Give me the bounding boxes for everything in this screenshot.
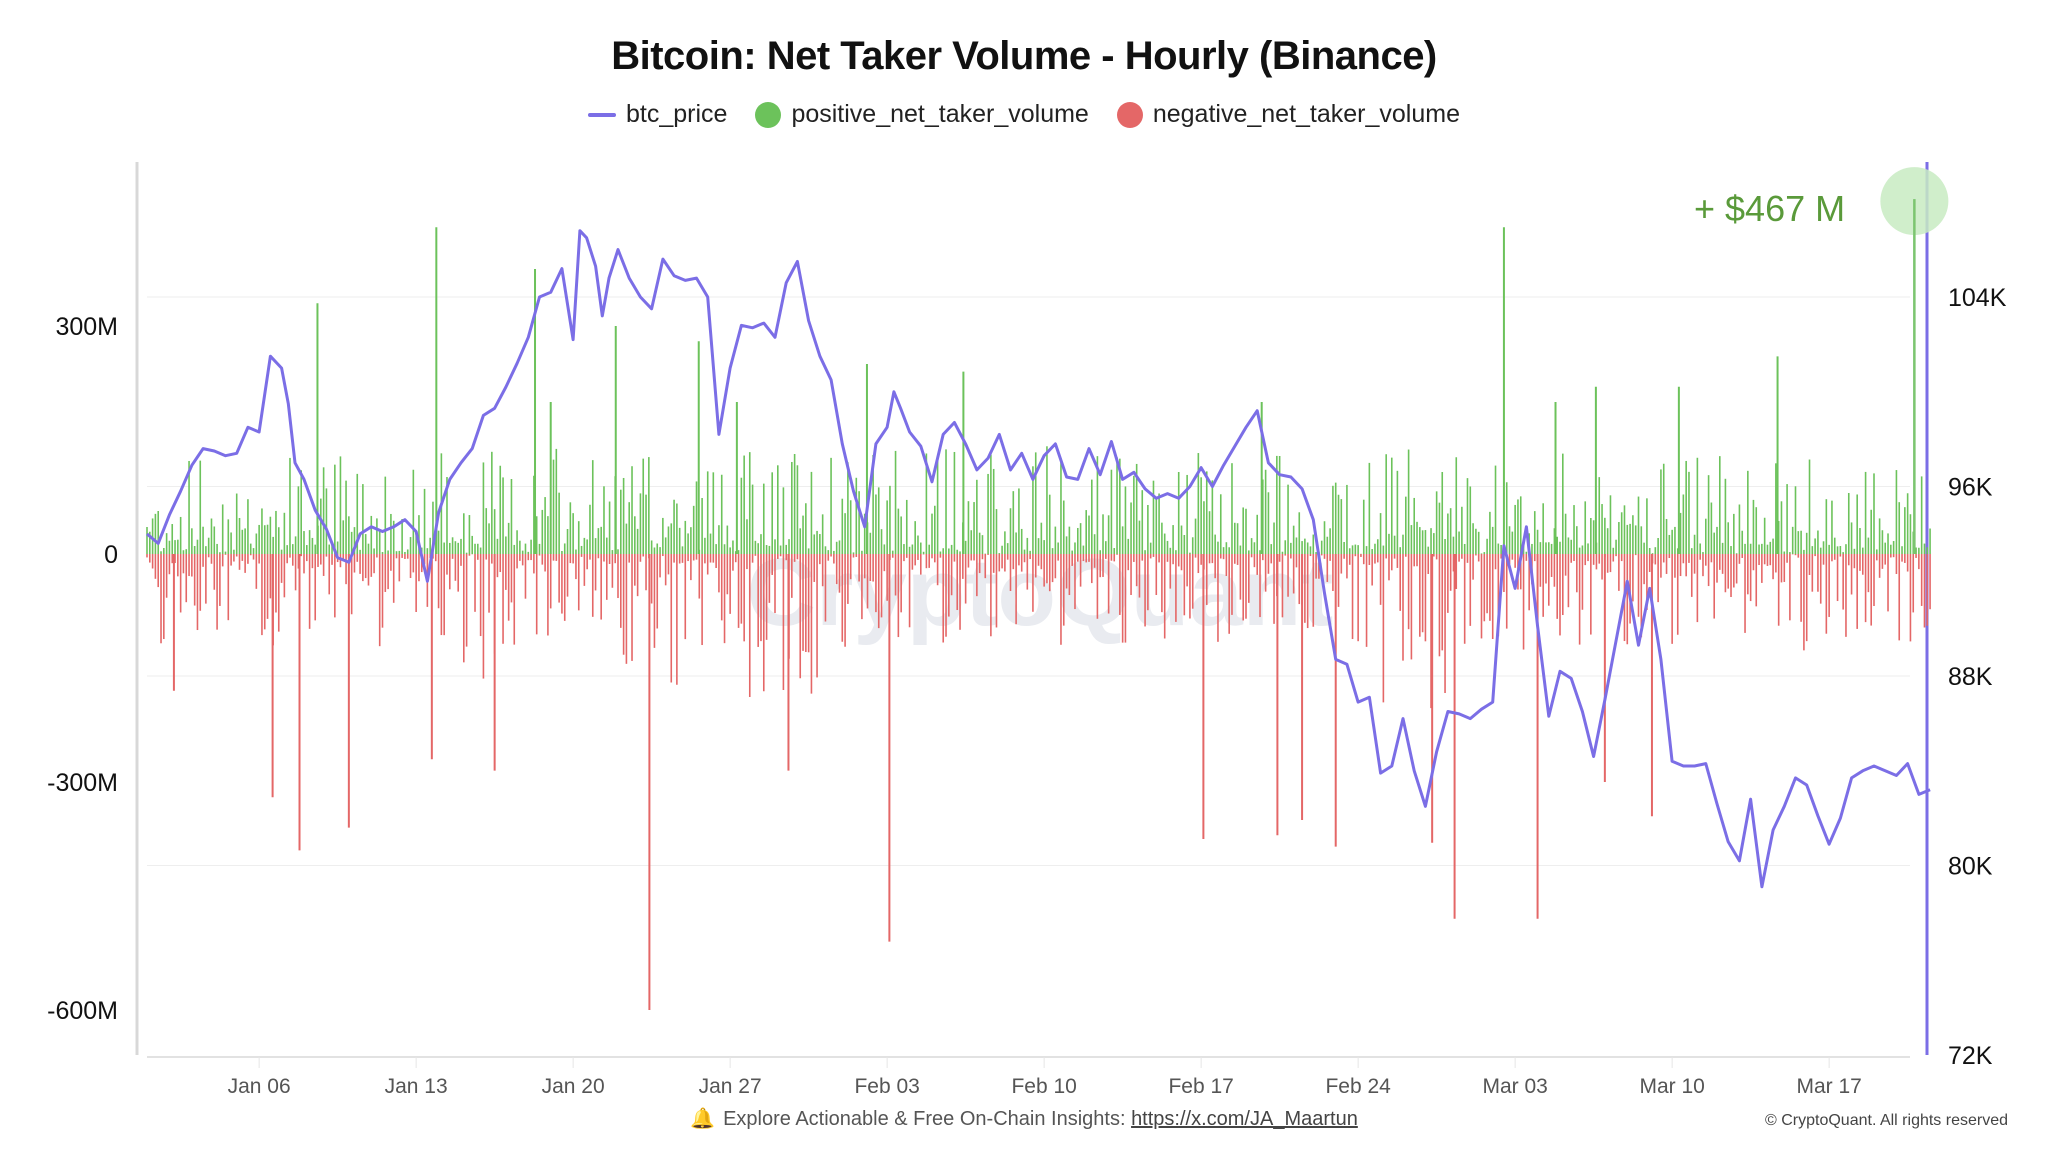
y-left-tick: 300M <box>55 313 118 341</box>
legend-item-negative-volume[interactable]: negative_net_taker_volume <box>1116 100 1460 129</box>
green-dot-icon <box>755 101 782 128</box>
y-left-tick: -600M <box>47 997 118 1025</box>
x-tick-label: Jan 20 <box>542 1075 605 1098</box>
y-right-tick: 96K <box>1948 474 1993 502</box>
bell-icon: 🔔 <box>690 1108 716 1130</box>
x-tick-label: Jan 06 <box>228 1075 291 1098</box>
y-right-tick: 80K <box>1948 853 1993 881</box>
chart-title: Bitcoin: Net Taker Volume - Hourly (Bina… <box>611 34 1437 78</box>
x-tick-label: Feb 10 <box>1011 1075 1076 1098</box>
x-tick-label: Jan 13 <box>385 1075 448 1098</box>
y-right-tick: 104K <box>1948 284 2007 312</box>
legend-item-positive-volume[interactable]: positive_net_taker_volume <box>755 100 1089 129</box>
y-right-tick: 72K <box>1948 1042 1993 1070</box>
y-right-tick: 88K <box>1948 663 1993 691</box>
footer-text: Explore Actionable & Free On-Chain Insig… <box>723 1108 1126 1130</box>
positive-volume-bars <box>146 199 1931 554</box>
y-left-tick: 0 <box>104 541 118 569</box>
y-left-tick: -300M <box>47 769 118 797</box>
btc-price-line[interactable] <box>146 229 1931 889</box>
negative-volume-bars <box>146 554 1931 1010</box>
footer: 🔔 Explore Actionable & Free On-Chain Insi… <box>0 1106 2048 1131</box>
footer-link[interactable]: https://x.com/JA_Maartun <box>1131 1108 1358 1130</box>
x-tick-label: Feb 03 <box>854 1075 919 1098</box>
copyright: © CryptoQuant. All rights reserved <box>1765 1112 2008 1129</box>
x-tick-label: Mar 17 <box>1796 1075 1861 1098</box>
x-tick-label: Feb 24 <box>1325 1075 1391 1098</box>
legend: btc_price positive_net_taker_volume nega… <box>0 100 2048 129</box>
legend-label: positive_net_taker_volume <box>791 100 1089 128</box>
legend-item-btc-price[interactable]: btc_price <box>587 100 728 129</box>
legend-label: btc_price <box>625 100 728 128</box>
x-tick-label: Mar 10 <box>1639 1075 1704 1098</box>
peak-annotation: + $467 M <box>1694 188 1846 229</box>
x-tick-label: Mar 03 <box>1482 1075 1547 1098</box>
red-dot-icon <box>1116 101 1143 128</box>
line-swatch-icon <box>587 112 616 117</box>
legend-label: negative_net_taker_volume <box>1152 100 1460 128</box>
x-tick-label: Feb 17 <box>1168 1075 1233 1098</box>
x-tick-label: Jan 27 <box>699 1075 762 1098</box>
